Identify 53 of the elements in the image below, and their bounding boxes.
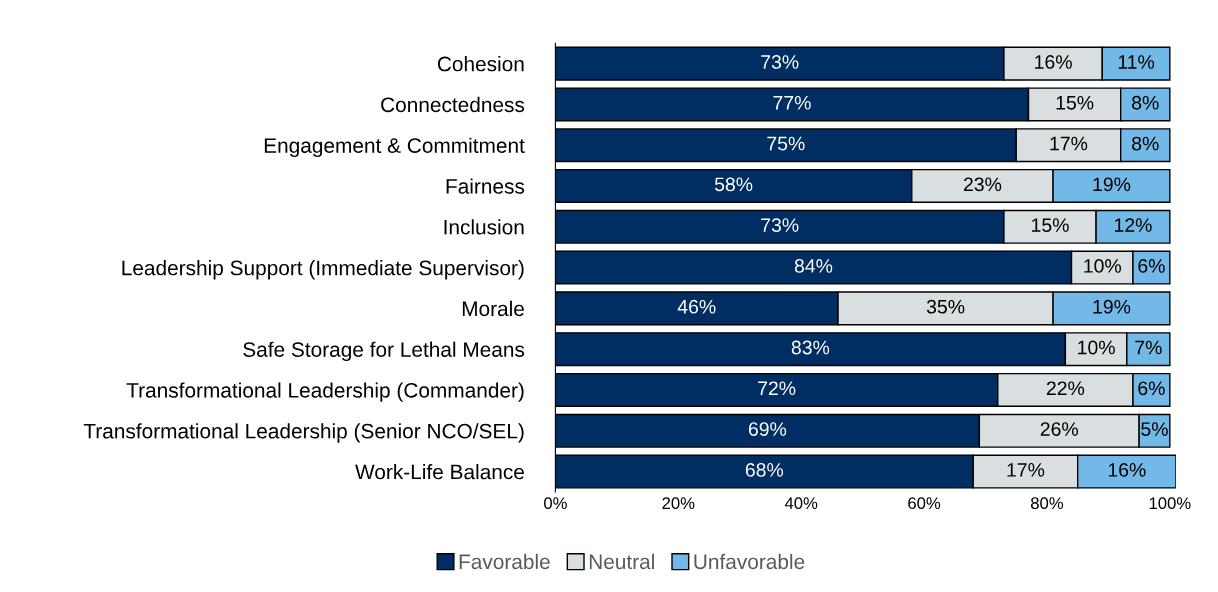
- data-label: 84%: [794, 259, 833, 273]
- data-label: 73%: [761, 218, 799, 233]
- y-tick-label: Engagement & Commitment: [264, 137, 525, 158]
- x-tick-label: 100%: [1149, 497, 1191, 510]
- data-label: 68%: [745, 463, 784, 477]
- data-label: 75%: [767, 136, 805, 151]
- data-label: 10%: [1084, 259, 1122, 273]
- data-label: 26%: [1040, 422, 1079, 436]
- data-label: 6%: [1138, 259, 1165, 273]
- y-tick-label: Work-Life Balance: [355, 464, 524, 480]
- y-tick-label: Transformational Leadership (Senior NCO/SEL): [83, 423, 524, 443]
- x-tick-label: 0%: [544, 497, 567, 510]
- data-label: 35%: [926, 299, 965, 314]
- data-label: 11%: [1118, 55, 1155, 69]
- legend-label: Unfavorable: [694, 553, 805, 570]
- data-label: 6%: [1138, 381, 1165, 396]
- data-label: 12%: [1114, 218, 1152, 232]
- x-tick-label: 20%: [662, 497, 695, 510]
- data-label: 17%: [1050, 136, 1088, 151]
- y-tick-label: Inclusion: [444, 219, 524, 235]
- data-label: 22%: [1046, 381, 1085, 396]
- data-label: 16%: [1035, 55, 1072, 69]
- y-tick-label: Cohesion: [437, 56, 524, 72]
- y-tick-label: Fairness: [446, 178, 525, 194]
- data-label: 19%: [1093, 299, 1131, 314]
- data-label: 10%: [1078, 340, 1115, 355]
- data-label: 69%: [748, 422, 787, 436]
- x-tick-label: 40%: [784, 497, 818, 510]
- data-label: 58%: [714, 177, 753, 192]
- data-label: 46%: [677, 299, 716, 314]
- data-label: 15%: [1032, 218, 1069, 233]
- data-label: 8%: [1132, 136, 1159, 151]
- data-label: 17%: [1007, 463, 1045, 477]
- y-tick-label: Leadership Support (Immediate Supervisor): [122, 260, 524, 280]
- data-label: 83%: [791, 340, 830, 355]
- data-label: 73%: [761, 55, 799, 69]
- data-label: 72%: [758, 381, 796, 396]
- data-label: 7%: [1135, 340, 1162, 355]
- data-label: 23%: [963, 177, 1002, 192]
- y-tick-label: Transformational Leadership (Commander): [126, 382, 524, 402]
- y-tick-label: Morale: [462, 300, 524, 317]
- legend-label: Favorable: [459, 553, 550, 570]
- data-label: 15%: [1056, 95, 1094, 110]
- x-tick-label: 80%: [1030, 497, 1064, 510]
- y-tick-label: Safe Storage for Lethal Means: [243, 341, 525, 362]
- data-label: 5%: [1141, 422, 1168, 436]
- legend-label: Neutral: [589, 553, 654, 570]
- y-tick-label: Connectedness: [381, 96, 525, 113]
- x-tick-label: 60%: [908, 497, 941, 510]
- data-label: 19%: [1093, 177, 1131, 192]
- data-label: 16%: [1108, 463, 1146, 477]
- data-label: 8%: [1132, 95, 1159, 110]
- data-label: 77%: [773, 95, 811, 110]
